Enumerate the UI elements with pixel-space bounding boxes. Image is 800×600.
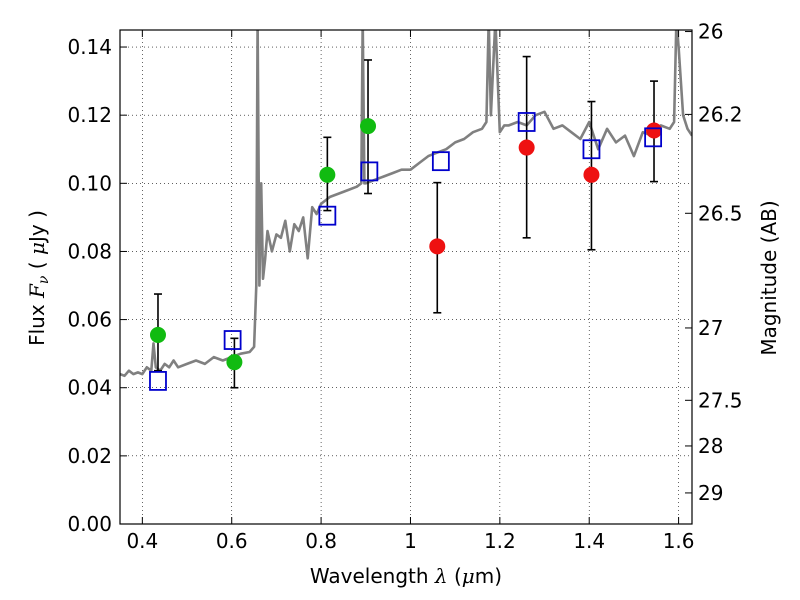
y-axis-label: Flux Fν ( μJy ) (25, 210, 52, 346)
x-axis-label: Wavelength λ (μm) (310, 564, 502, 588)
y2-axis-label: Magnitude (AB) (757, 200, 781, 355)
y-tick-label: 0.04 (67, 376, 112, 400)
x-tick-label: 0.8 (305, 529, 337, 553)
model-square (644, 127, 663, 148)
y2-tick-label: 29 (698, 481, 723, 505)
model-square (360, 161, 379, 182)
y-tick-label: 0.14 (67, 35, 112, 59)
red-data-point (518, 139, 535, 156)
green-data-point (149, 326, 166, 343)
y2-tick-label: 26.5 (698, 201, 743, 225)
red-data-point (646, 122, 663, 139)
y-tick-label: 0.10 (67, 171, 112, 195)
model-square (517, 112, 536, 132)
green-data-point (360, 118, 377, 135)
plot-area (120, 30, 692, 391)
model-square (223, 330, 242, 350)
model-square (318, 205, 337, 226)
green-data-point (226, 354, 243, 371)
x-tick-label: 0.6 (216, 529, 248, 553)
red-data-point (583, 166, 600, 183)
plot-frame (119, 29, 693, 525)
green-data-point (319, 166, 336, 183)
x-tick-label: 0.4 (126, 529, 158, 553)
grid-lines (120, 30, 692, 525)
model-square (149, 371, 167, 391)
model-square (431, 151, 450, 172)
y2-tick-label: 26 (698, 20, 723, 44)
x-tick-label: 1 (404, 529, 417, 553)
x-tick-label: 1.6 (663, 529, 695, 553)
y-tick-label: 0.00 (67, 512, 112, 536)
x-tick-label: 1.2 (484, 529, 516, 553)
y2-tick-label: 27 (698, 316, 723, 340)
model-square (582, 139, 601, 160)
y-tick-label: 0.02 (67, 444, 112, 468)
spectrum-line (120, 30, 692, 378)
y-tick-label: 0.12 (67, 103, 112, 127)
y2-tick-label: 28 (698, 434, 723, 458)
x-tick-label: 1.4 (573, 529, 605, 553)
axis-ticks: 0.4 0.6 0.8 1 1.2 1.4 1.6 0.00 0.02 0.04 0.06 0.08 0… (67, 20, 742, 553)
y2-tick-label: 27.5 (698, 388, 743, 412)
y-tick-label: 0.08 (67, 239, 112, 263)
y-tick-label: 0.06 (67, 308, 112, 332)
red-data-point (429, 238, 446, 255)
y2-tick-label: 26.2 (698, 102, 743, 126)
